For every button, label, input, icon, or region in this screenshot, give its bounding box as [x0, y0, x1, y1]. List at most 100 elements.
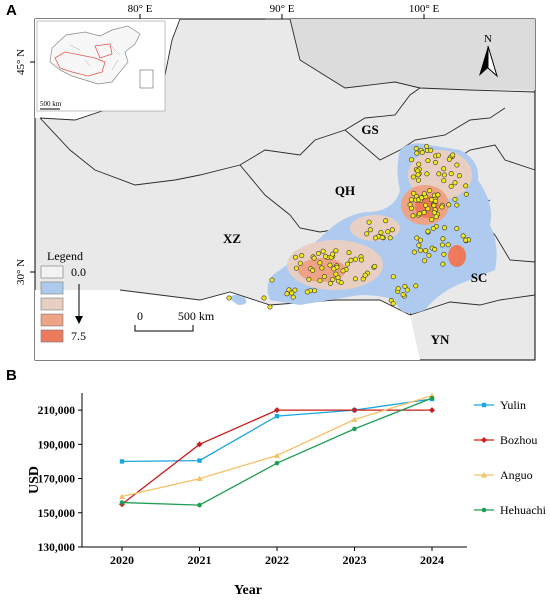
occurrence-point	[372, 235, 378, 241]
map-legend: Legend 0.0 7.5	[40, 249, 86, 343]
occurrence-point	[424, 171, 430, 177]
y-tick-label: 190,000	[38, 439, 76, 451]
inset-south-china-sea	[139, 69, 154, 89]
occurrence-point	[425, 228, 431, 234]
suitability-low-west	[228, 295, 247, 305]
occurrence-point	[317, 278, 323, 284]
occurrence-point	[421, 258, 427, 264]
graticule-ticks	[30, 14, 425, 273]
mongolia-area	[265, 19, 535, 90]
line-chart-svg: 130,000 150,000 170,000 190,000 210,000 2020…	[27, 392, 547, 598]
occurrence-point	[431, 203, 437, 209]
data-point-yulin	[274, 413, 280, 419]
x-ticks: 2020 2021 2022 2023 2024	[110, 547, 444, 567]
y-tick-label: 210,000	[38, 405, 76, 417]
occurrence-point	[411, 249, 417, 255]
occurrence-point	[446, 156, 452, 162]
x-axis-title: Year	[234, 583, 262, 598]
occurrence-point	[333, 271, 339, 277]
legend-marker-anguo	[481, 472, 487, 478]
occurrence-point	[446, 202, 452, 208]
occurrence-point	[408, 157, 414, 163]
occurrence-point	[330, 251, 336, 257]
xinjiang-south-border	[39, 87, 421, 186]
map-scale-bar: 0 500 km	[134, 309, 215, 332]
occurrence-point	[424, 143, 430, 149]
occurrence-point	[450, 152, 456, 158]
data-point-hehuachi	[197, 502, 202, 508]
panel-b-chart: B 130,000 150,000 170,000 190,000 210,000 20…	[0, 362, 550, 600]
north-arrow-label: N	[484, 33, 492, 45]
occurrence-point	[431, 210, 437, 216]
occurrence-point	[390, 300, 396, 306]
occurrence-point	[463, 191, 469, 197]
y-tick-label: 130,000	[38, 542, 76, 554]
y-ticks: 130,000 150,000 170,000 190,000 210,000	[38, 405, 82, 554]
inset-map: 500 km	[36, 20, 166, 112]
occurrence-point	[269, 277, 275, 283]
occurrence-point	[448, 171, 454, 177]
occurrence-point	[441, 251, 447, 257]
occurrence-point	[428, 197, 434, 203]
occurrence-point	[344, 261, 350, 267]
occurrence-point	[321, 273, 327, 279]
legend-swatch-1	[40, 265, 64, 279]
occurrence-point	[261, 295, 267, 301]
occurrence-point	[460, 233, 466, 239]
legend-marker-yulin	[481, 402, 487, 408]
data-point-anguo	[274, 452, 280, 458]
map-svg: 80° E 90° E 100° E 45° N 30° N 500 km N …	[15, 3, 536, 361]
occurrence-point	[439, 204, 445, 210]
occurrence-point	[414, 235, 420, 241]
inset-study-area	[54, 43, 113, 77]
occurrence-point	[378, 230, 384, 236]
suitability-peak-sc	[448, 245, 466, 267]
occurrence-point	[327, 280, 333, 286]
data-point-yulin	[197, 458, 202, 463]
scale-zero: 0	[137, 309, 143, 323]
occurrence-point	[419, 150, 425, 156]
occurrence-point	[435, 192, 441, 198]
yunnan-border	[409, 294, 536, 316]
legend-swatch-4	[40, 313, 64, 327]
occurrence-point	[379, 235, 385, 241]
occurrence-point	[452, 180, 458, 186]
legend-title: Legend	[47, 249, 83, 263]
data-point-bozhou	[429, 407, 435, 414]
occurrence-point	[364, 231, 370, 237]
occurrence-point	[352, 256, 358, 262]
legend-label-anguo: Anguo	[500, 468, 533, 482]
data-point-yulin	[119, 459, 125, 464]
occurrence-point	[423, 248, 429, 254]
occurrence-point	[367, 227, 373, 233]
occurrence-point	[372, 263, 378, 269]
occurrence-point	[402, 283, 408, 289]
legend-swatch-3	[40, 297, 64, 311]
legend-arrow-head	[75, 316, 83, 324]
lat-label-45: 45° N	[15, 49, 27, 75]
occurrence-point	[413, 283, 419, 289]
occurrence-point	[362, 272, 368, 278]
occurrence-point	[320, 248, 326, 254]
occurrence-point	[439, 242, 445, 248]
occurrence-point	[297, 260, 303, 266]
north-arrow-left	[479, 46, 488, 76]
legend-marker-hehuachi	[481, 507, 487, 513]
legend-max-label: 7.5	[71, 329, 86, 343]
occurrence-point	[441, 178, 447, 184]
occurrence-point	[289, 290, 295, 296]
y-tick-label: 150,000	[38, 508, 76, 520]
occurrence-point	[423, 202, 429, 208]
occurrence-point	[445, 242, 451, 248]
occurrence-point	[284, 291, 290, 297]
occurrence-point	[433, 214, 439, 220]
chart-legend: Yulin Bozhou Anguo Hehuachi	[474, 398, 547, 517]
data-point-hehuachi	[429, 395, 435, 401]
data-point-bozhou	[196, 441, 203, 448]
occurrence-point	[430, 225, 436, 231]
occurrence-point	[415, 177, 421, 183]
occurrence-point	[322, 253, 328, 259]
occurrence-point	[304, 289, 310, 295]
occurrence-point	[416, 211, 422, 217]
occurrence-point	[417, 237, 423, 243]
